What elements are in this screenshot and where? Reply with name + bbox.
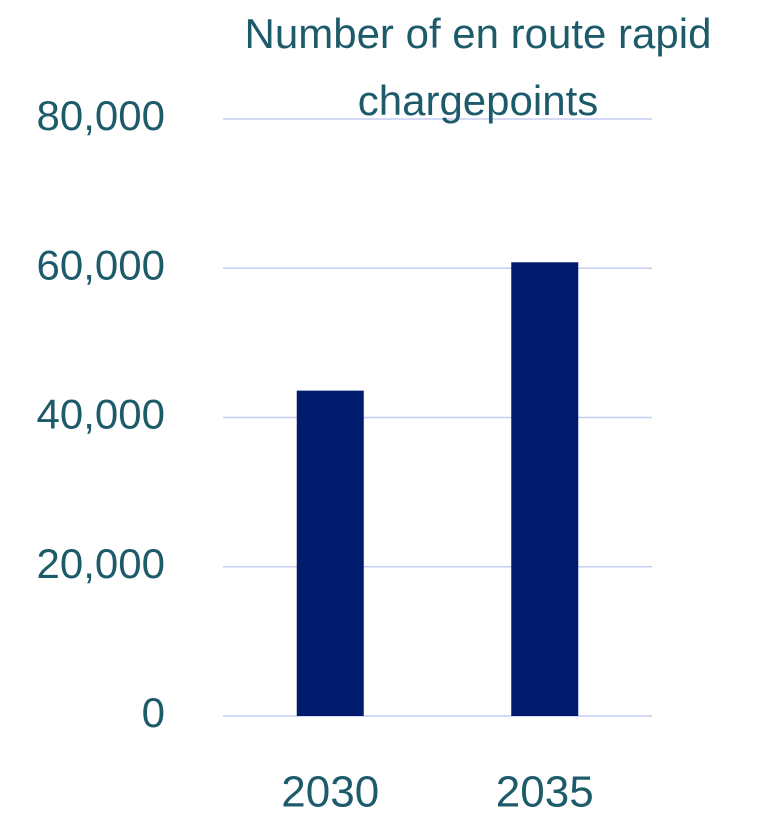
y-tick-label: 80,000 <box>37 92 165 139</box>
y-tick-label: 60,000 <box>37 241 165 288</box>
y-tick-label: 0 <box>142 689 165 736</box>
chart-title: Number of en route rapid chargepoints <box>244 10 712 124</box>
y-tick-label: 40,000 <box>37 391 165 438</box>
y-tick-label: 20,000 <box>37 540 165 587</box>
x-tick-label: 2030 <box>281 768 379 813</box>
bar <box>511 262 579 716</box>
x-tick-label: 2035 <box>496 768 594 813</box>
bar <box>296 390 364 716</box>
